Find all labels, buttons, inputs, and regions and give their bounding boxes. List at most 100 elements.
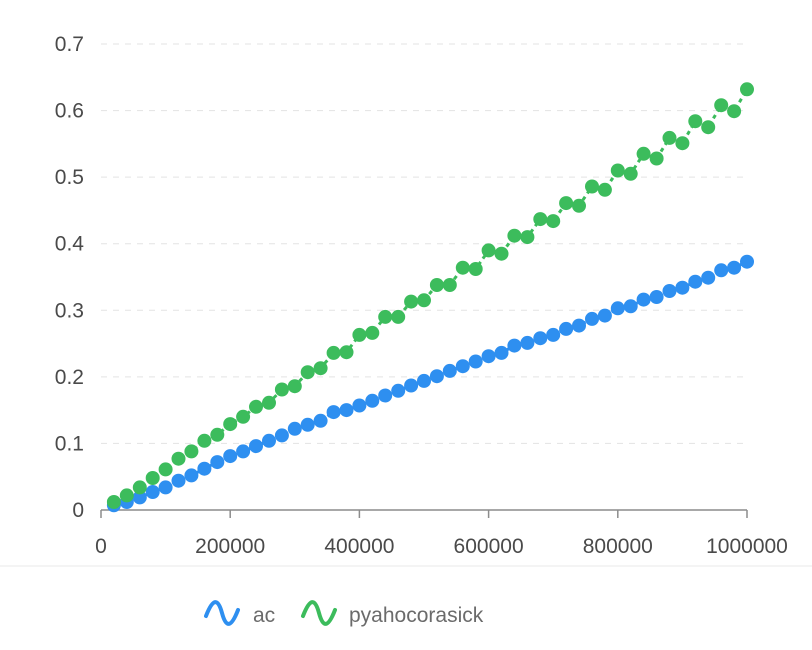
data-point[interactable]: [623, 299, 638, 314]
data-point[interactable]: [326, 405, 341, 420]
data-point[interactable]: [507, 338, 522, 353]
data-point[interactable]: [145, 485, 160, 499]
data-point[interactable]: [533, 331, 548, 346]
data-point[interactable]: [326, 345, 341, 360]
data-point[interactable]: [378, 309, 393, 324]
data-point[interactable]: [610, 301, 625, 316]
data-point[interactable]: [158, 462, 173, 477]
data-point[interactable]: [701, 270, 716, 285]
data-point[interactable]: [494, 246, 509, 261]
data-point[interactable]: [274, 428, 289, 443]
data-point[interactable]: [559, 196, 574, 211]
legend-item-ac[interactable]: ac: [204, 600, 275, 627]
data-point[interactable]: [662, 284, 677, 298]
data-point[interactable]: [740, 82, 754, 97]
data-point[interactable]: [507, 228, 522, 243]
data-point[interactable]: [675, 280, 690, 295]
data-point[interactable]: [352, 327, 367, 342]
data-point[interactable]: [249, 439, 263, 454]
data-point[interactable]: [520, 230, 535, 245]
data-point[interactable]: [365, 393, 380, 408]
data-point[interactable]: [727, 104, 742, 119]
data-point[interactable]: [649, 290, 664, 304]
data-point[interactable]: [481, 243, 496, 258]
data-point[interactable]: [223, 417, 238, 432]
data-point[interactable]: [404, 294, 419, 309]
data-point[interactable]: [688, 114, 703, 129]
data-point[interactable]: [623, 166, 638, 181]
data-point[interactable]: [262, 433, 276, 448]
data-point[interactable]: [662, 130, 677, 145]
data-point[interactable]: [417, 293, 431, 308]
data-point[interactable]: [106, 495, 121, 509]
data-point[interactable]: [714, 98, 729, 113]
data-point[interactable]: [481, 349, 496, 364]
data-point[interactable]: [197, 461, 212, 476]
data-point[interactable]: [184, 468, 199, 483]
data-point[interactable]: [223, 449, 238, 464]
data-point[interactable]: [145, 471, 160, 485]
data-point[interactable]: [313, 361, 328, 376]
data-point[interactable]: [455, 359, 470, 374]
data-point[interactable]: [597, 308, 612, 323]
data-point[interactable]: [210, 455, 225, 470]
data-point[interactable]: [597, 182, 612, 197]
data-point[interactable]: [184, 444, 199, 459]
data-point[interactable]: [313, 413, 328, 428]
data-point[interactable]: [455, 260, 470, 275]
data-point[interactable]: [417, 373, 431, 388]
data-point[interactable]: [300, 417, 315, 432]
data-point[interactable]: [210, 427, 225, 442]
data-point[interactable]: [572, 198, 586, 213]
data-point[interactable]: [171, 473, 186, 488]
data-point[interactable]: [520, 335, 535, 350]
data-point[interactable]: [701, 120, 716, 135]
data-point[interactable]: [365, 325, 380, 340]
data-point[interactable]: [132, 480, 147, 495]
data-point[interactable]: [468, 354, 483, 369]
data-point[interactable]: [262, 395, 276, 410]
data-point[interactable]: [636, 292, 651, 307]
data-point[interactable]: [132, 490, 147, 505]
data-point[interactable]: [546, 214, 561, 229]
data-point[interactable]: [442, 278, 457, 292]
data-point[interactable]: [533, 212, 548, 227]
data-point[interactable]: [287, 421, 302, 436]
data-point[interactable]: [171, 451, 186, 466]
data-point[interactable]: [197, 433, 212, 448]
data-point[interactable]: [378, 388, 393, 403]
data-point[interactable]: [300, 365, 315, 380]
data-point[interactable]: [727, 260, 742, 275]
data-point[interactable]: [740, 254, 754, 269]
data-point[interactable]: [236, 409, 251, 424]
data-point[interactable]: [352, 398, 367, 413]
data-point[interactable]: [442, 363, 457, 378]
data-point[interactable]: [610, 163, 625, 178]
data-point[interactable]: [429, 278, 444, 292]
data-point[interactable]: [391, 383, 406, 398]
data-point[interactable]: [287, 379, 302, 394]
data-point[interactable]: [572, 318, 586, 333]
legend-item-pyahocorasick[interactable]: pyahocorasick: [301, 600, 484, 627]
data-point[interactable]: [158, 480, 173, 495]
data-point[interactable]: [391, 309, 406, 324]
data-point[interactable]: [429, 369, 444, 384]
data-point[interactable]: [675, 136, 690, 151]
data-point[interactable]: [274, 382, 289, 397]
data-point[interactable]: [236, 444, 251, 459]
data-point[interactable]: [559, 321, 574, 336]
data-point[interactable]: [585, 311, 599, 326]
data-point[interactable]: [688, 274, 703, 289]
data-point[interactable]: [404, 378, 419, 393]
data-point[interactable]: [494, 345, 509, 360]
data-point[interactable]: [636, 146, 651, 161]
data-point[interactable]: [339, 403, 354, 418]
data-point[interactable]: [468, 262, 483, 276]
data-point[interactable]: [119, 488, 134, 503]
data-point[interactable]: [339, 345, 354, 360]
data-point[interactable]: [714, 263, 729, 278]
data-point[interactable]: [585, 179, 599, 194]
data-point[interactable]: [249, 399, 263, 414]
data-point[interactable]: [546, 327, 561, 342]
data-point[interactable]: [649, 151, 664, 166]
